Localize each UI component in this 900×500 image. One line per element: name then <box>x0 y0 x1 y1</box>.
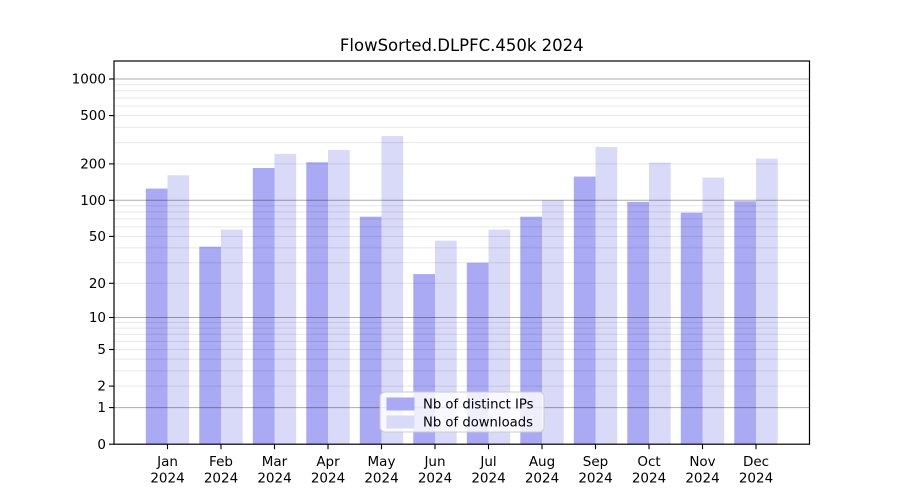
bar-distinct-ips-apr <box>306 162 328 445</box>
x-tick-label-year: 2024 <box>311 471 345 487</box>
legend-label-distinct-ips: Nb of distinct IPs <box>423 398 534 413</box>
x-tick-label-year: 2024 <box>257 471 291 487</box>
bar-downloads-jul <box>488 229 511 445</box>
x-tick-label-year: 2024 <box>204 471 238 487</box>
plot-frame <box>113 60 811 445</box>
y-tick-label: 2 <box>97 379 106 395</box>
x-tick-label-month: Jun <box>423 454 445 470</box>
legend-label-downloads: Nb of downloads <box>423 416 533 431</box>
bar-downloads-sep <box>595 147 618 445</box>
y-tick-label: 20 <box>89 276 106 292</box>
x-tick-label-month: Oct <box>637 454 660 470</box>
y-tick-label: 200 <box>80 157 106 173</box>
bar-distinct-ips-aug <box>520 216 542 445</box>
x-tick-label-month: May <box>368 454 396 470</box>
y-tick-label: 1000 <box>72 72 106 88</box>
y-tick-label: 50 <box>89 229 106 245</box>
bar-downloads-aug <box>542 200 564 445</box>
y-tick-label: 100 <box>80 193 106 209</box>
x-tick-label-year: 2024 <box>685 471 719 487</box>
x-tick-label-year: 2024 <box>471 471 505 487</box>
bar-downloads-mar <box>274 153 297 445</box>
bar-downloads-apr <box>328 150 350 445</box>
legend-swatch-distinct-ips-icon <box>386 397 415 411</box>
bar-distinct-ips-jan <box>145 188 168 445</box>
bar-downloads-dec <box>756 158 778 445</box>
legend: Nb of distinct IPs Nb of downloads <box>379 391 545 433</box>
x-tick-label-year: 2024 <box>578 471 612 487</box>
bar-distinct-ips-sep <box>573 176 596 445</box>
bar-downloads-may <box>381 136 404 445</box>
bar-distinct-ips-dec <box>734 201 756 445</box>
x-tick-label-year: 2024 <box>364 471 398 487</box>
chart-title: FlowSorted.DLPFC.450k 2024 <box>340 36 584 55</box>
gridlines <box>114 78 810 409</box>
bar-distinct-ips-feb <box>199 246 221 445</box>
x-tick-label-month: Aug <box>529 454 555 470</box>
bar-distinct-ips-mar <box>252 168 275 445</box>
x-tick-label-year: 2024 <box>418 471 452 487</box>
y-tick-label: 0 <box>97 437 106 453</box>
bar-distinct-ips-nov <box>680 212 703 445</box>
bar-downloads-nov <box>702 177 725 445</box>
y-tick-label: 5 <box>97 342 106 358</box>
bar-downloads-oct <box>649 162 671 445</box>
x-tick-label-year: 2024 <box>150 471 184 487</box>
y-tick-label: 500 <box>80 108 106 124</box>
bar-distinct-ips-oct <box>627 201 649 445</box>
x-tick-label-year: 2024 <box>632 471 666 487</box>
y-tick-label: 10 <box>89 310 106 326</box>
legend-frame <box>379 391 545 433</box>
axes: 10005002001005020105210Jan2024Feb2024Mar… <box>72 60 811 487</box>
x-tick-label-month: Feb <box>209 454 233 470</box>
x-tick-label-month: Sep <box>583 454 608 470</box>
x-tick-label-month: Jul <box>479 454 496 470</box>
x-tick-label-month: Jan <box>156 454 178 470</box>
bar-downloads-jan <box>167 175 190 445</box>
bar-downloads-feb <box>221 229 243 445</box>
x-tick-label-month: Nov <box>689 454 715 470</box>
x-tick-label-month: Dec <box>743 454 769 470</box>
x-tick-label-year: 2024 <box>525 471 559 487</box>
x-tick-label-year: 2024 <box>739 471 773 487</box>
bar-distinct-ips-may <box>359 216 382 445</box>
x-tick-label-month: Mar <box>262 454 288 470</box>
legend-swatch-downloads-icon <box>386 415 415 429</box>
x-tick-label-month: Apr <box>316 454 340 470</box>
y-tick-label: 1 <box>97 400 106 416</box>
